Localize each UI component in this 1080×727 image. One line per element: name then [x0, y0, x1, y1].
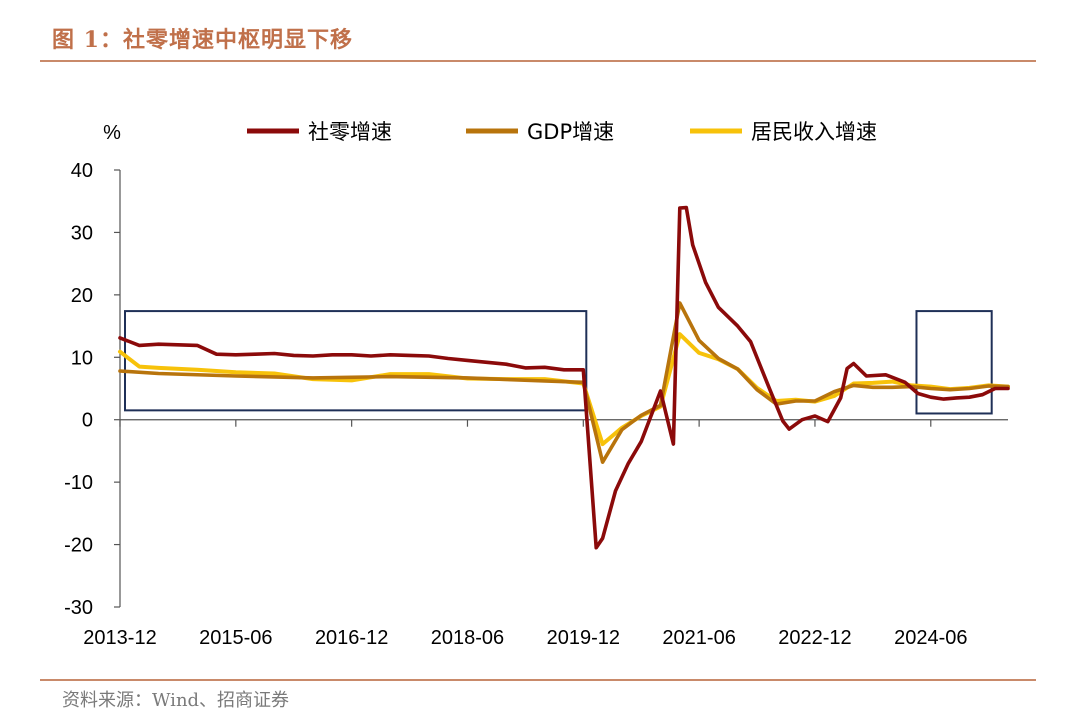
tick-labels: 40 30 20 10 0 -10 -20 -30 2013-12 2015-06 2016-12 2… — [64, 160, 967, 649]
line-chart: % 社零增速 GDP增速 居民收入增速 40 30 20 10 0 -10 -20 -30 2013… — [64, 120, 1010, 649]
source-divider — [40, 679, 1036, 681]
series-line-gdp — [118, 301, 1010, 464]
y-tick-label: 10 — [71, 347, 93, 369]
x-tick-label: 2013-12 — [83, 627, 156, 649]
y-tick-label: 40 — [71, 160, 93, 182]
legend-label: 居民收入增速 — [751, 120, 877, 144]
series-lines — [118, 205, 1010, 550]
x-tick-label: 2019-12 — [547, 627, 620, 649]
x-tick-label: 2024-06 — [894, 627, 967, 649]
source-note: 资料来源：Wind、招商证券 — [62, 690, 290, 711]
y-tick-label: 30 — [71, 222, 93, 244]
legend-label: 社零增速 — [308, 120, 392, 144]
y-tick-label: 20 — [71, 285, 93, 307]
x-tick-label: 2015-06 — [199, 627, 272, 649]
highlight-box — [124, 310, 588, 412]
x-tick-label: 2016-12 — [315, 627, 388, 649]
axes — [114, 169, 1008, 608]
legend: 社零增速 GDP增速 居民收入增速 — [247, 120, 877, 144]
x-tick-label: 2018-06 — [431, 627, 504, 649]
legend-label: GDP增速 — [527, 120, 614, 144]
y-unit-label: % — [103, 122, 121, 144]
figure-title: 图 1：社零增速中枢明显下移 — [52, 27, 353, 53]
y-tick-label: -20 — [64, 535, 93, 557]
highlight-box — [915, 310, 993, 415]
x-tick-label: 2021-06 — [662, 627, 735, 649]
x-tick-label: 2022-12 — [778, 627, 851, 649]
y-tick-label: -30 — [64, 597, 93, 619]
highlight-boxes — [124, 310, 993, 415]
y-tick-label: 0 — [82, 410, 93, 432]
y-tick-label: -10 — [64, 472, 93, 494]
series-line-retail — [118, 205, 1010, 550]
series-line-income — [118, 332, 1010, 447]
title-divider — [40, 60, 1036, 62]
